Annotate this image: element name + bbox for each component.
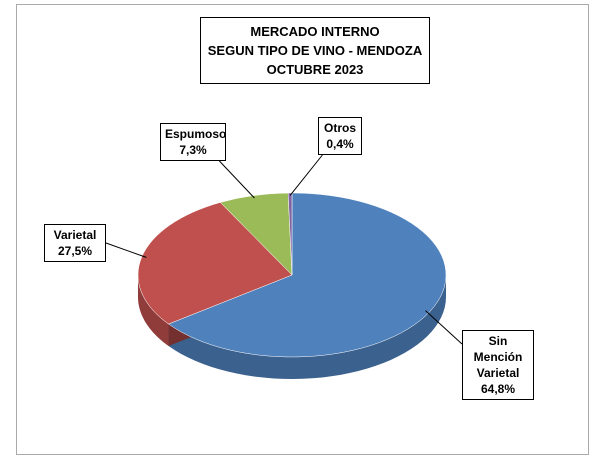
data-label: Otros 0,4%	[318, 117, 362, 155]
category-label: Varietal	[53, 228, 97, 242]
slice	[168, 192, 447, 358]
data-label: Sin Mención Varietal 64,8%	[462, 330, 534, 400]
data-label: Espumoso 7,3%	[160, 123, 226, 161]
title-line: OCTUBRE 2023	[266, 62, 364, 77]
category-label: Otros	[323, 121, 356, 135]
chart-title: MERCADO INTERNO SEGUN TIPO DE VINO - MEN…	[200, 17, 430, 84]
title-line: MERCADO INTERNO	[250, 24, 380, 39]
category-label: Espumoso	[165, 127, 227, 141]
title-line: SEGUN TIPO DE VINO - MENDOZA	[207, 43, 423, 58]
value-label: 0,4%	[326, 137, 354, 151]
value-label: 64,8%	[480, 382, 516, 396]
value-label: 7,3%	[179, 143, 207, 157]
leader-line	[289, 154, 323, 196]
value-label: 27,5%	[57, 244, 93, 258]
data-label: Varietal 27,5%	[44, 224, 106, 262]
slice-side	[168, 275, 446, 379]
category-label: Sin Mención Varietal	[473, 334, 523, 380]
leader-line	[425, 310, 463, 345]
leader-line	[219, 160, 255, 199]
leader-line	[105, 242, 147, 258]
slice	[137, 202, 293, 325]
slice-side	[138, 275, 169, 347]
